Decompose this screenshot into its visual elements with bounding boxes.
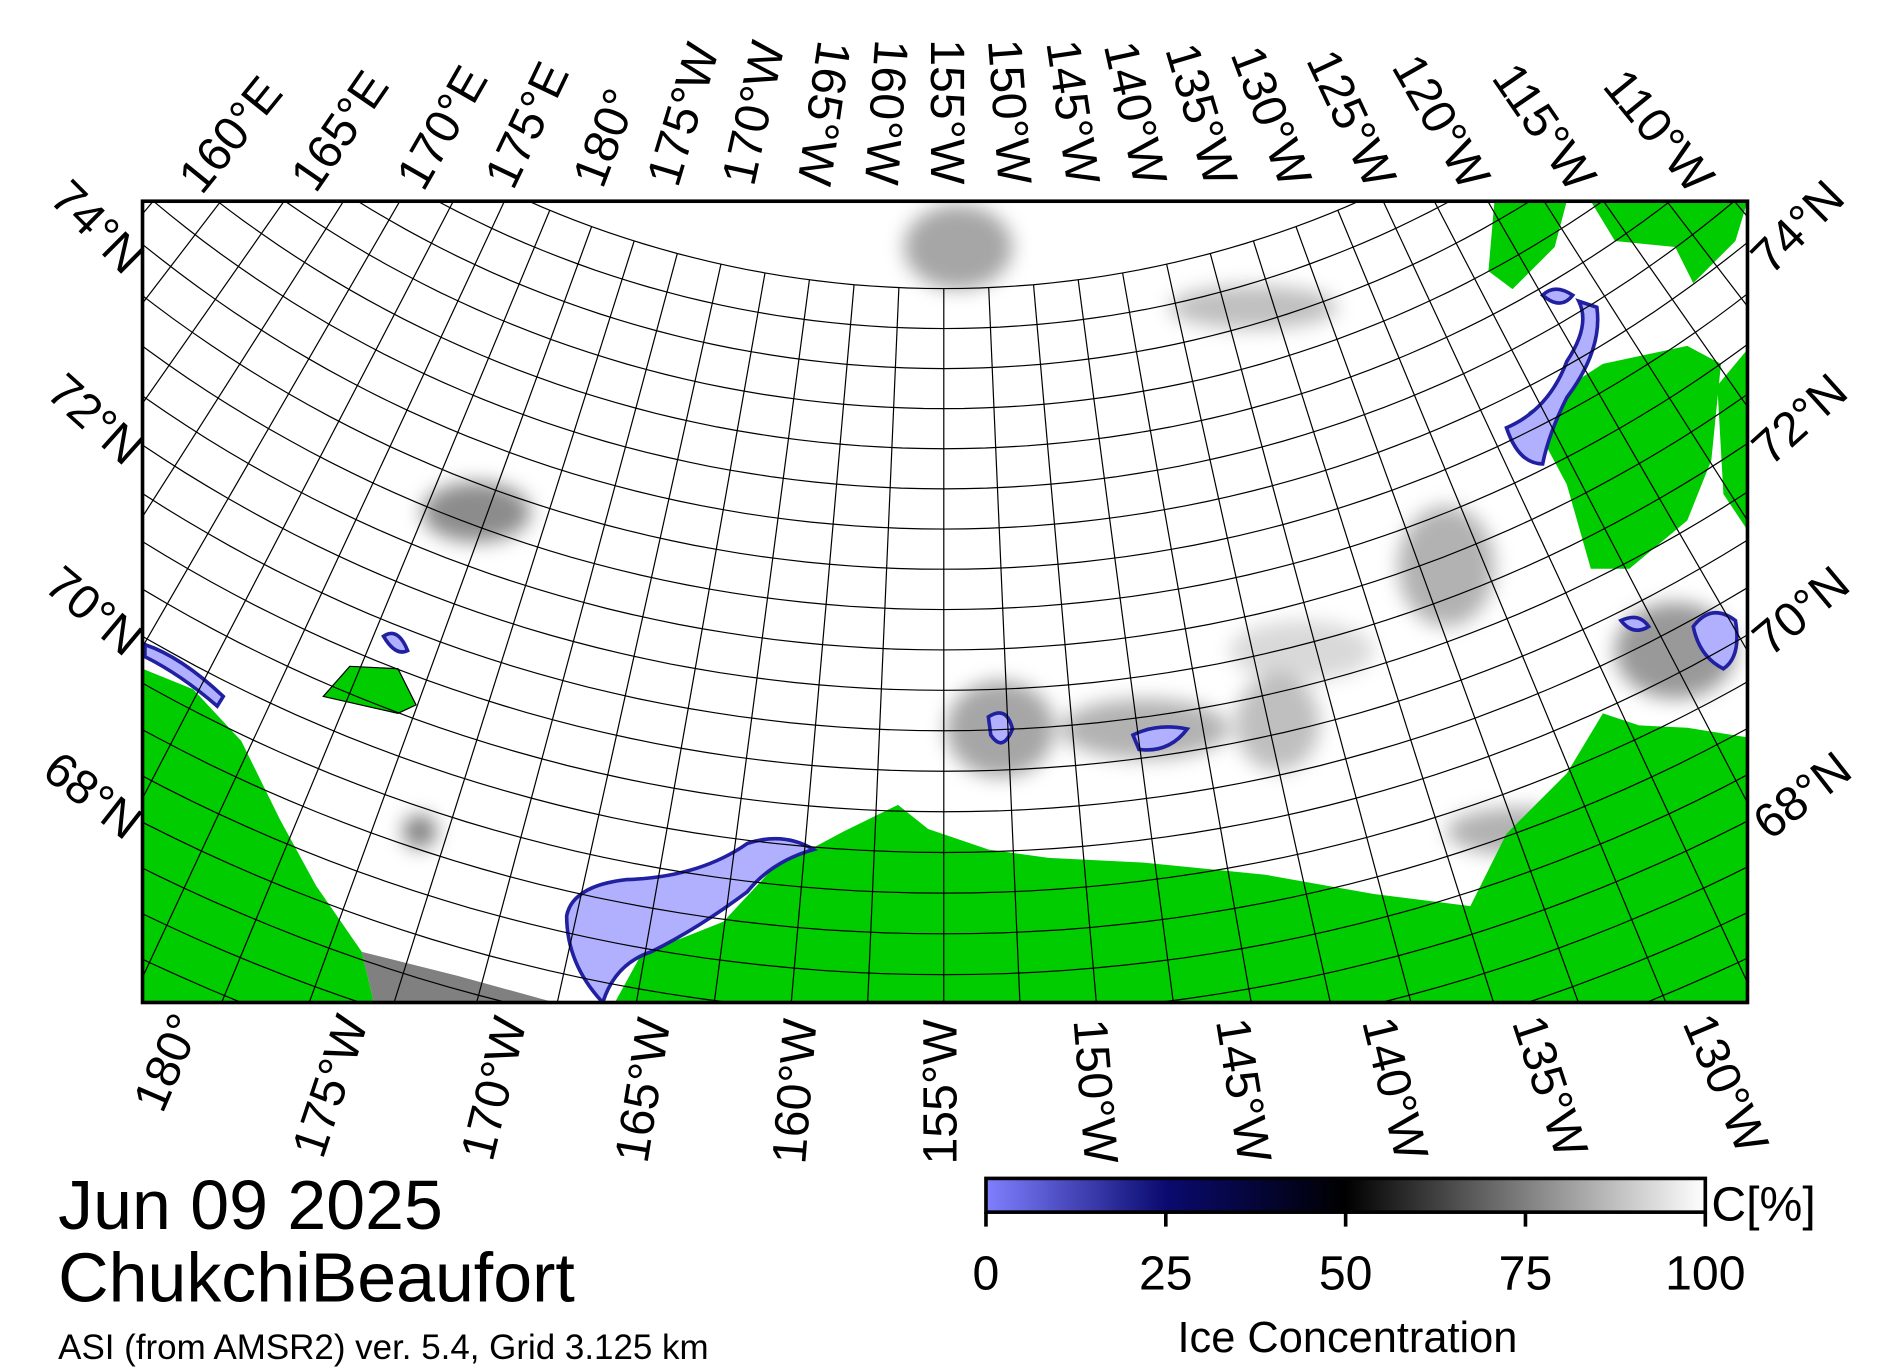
longitude-label: 160°W — [762, 1016, 827, 1165]
longitude-label: 150°W — [1062, 1017, 1128, 1167]
meridian — [393, 240, 635, 1003]
meridian — [1077, 279, 1174, 1003]
longitude-label: 155°W — [920, 39, 974, 185]
longitude-label: 140°W — [1351, 1012, 1438, 1166]
longitude-label: 175°W — [282, 1008, 379, 1163]
longitude-label: 180° — [123, 1006, 212, 1119]
colorbar-tick-label: 50 — [1319, 1246, 1373, 1300]
meridian — [1487, 201, 1748, 653]
colorbar-unit: C[%] — [1711, 1178, 1815, 1232]
meridian — [1602, 201, 1748, 408]
meridian — [220, 209, 551, 1003]
meridian — [1666, 201, 1748, 308]
meridian — [713, 279, 810, 1003]
colorbar-tick-label: 25 — [1139, 1246, 1193, 1300]
longitude-label: 155°W — [914, 1019, 968, 1165]
meridian — [475, 253, 678, 1003]
meridian — [0, 0, 155, 600]
colorbar-tick-label: 0 — [973, 1246, 1000, 1300]
meridian — [1337, 209, 1667, 1003]
latitude-label: 72°N — [37, 363, 153, 475]
map-frame — [140, 199, 1750, 1005]
meridian — [1835, 0, 1890, 302]
region-title: ChukchiBeaufort — [58, 1238, 575, 1316]
longitude-label: 110°W — [1593, 59, 1725, 203]
longitude-label: 115°W — [1482, 53, 1607, 201]
meridian — [1543, 201, 1748, 522]
meridian — [0, 0, 52, 302]
latitude-label: 72°N — [1742, 363, 1858, 475]
longitude-label: 130°W — [1672, 1006, 1779, 1161]
source-note: ASI (from AMSR2) ver. 5.4, Grid 3.125 km — [58, 1328, 708, 1367]
meridian — [142, 201, 454, 800]
land — [142, 201, 1748, 1003]
colorbar-tick-label: 100 — [1665, 1246, 1745, 1300]
meridian — [556, 264, 722, 1003]
meridian — [142, 201, 345, 518]
meridian — [1433, 201, 1748, 805]
longitude-label: 165°W — [786, 37, 860, 189]
meridian — [142, 201, 401, 649]
meridian — [1295, 226, 1580, 1003]
meridian — [1733, 0, 1890, 600]
colorbar-tick-label: 75 — [1499, 1246, 1553, 1300]
longitude-label: 135°W — [1501, 1009, 1598, 1164]
meridian — [988, 287, 1021, 1003]
latitude-label: 70°N — [1742, 556, 1859, 667]
longitude-label: 160°E — [168, 67, 293, 203]
meridian — [142, 201, 506, 979]
meridian — [142, 201, 222, 305]
latitude-label: 74°N — [40, 170, 154, 284]
meridian — [1166, 264, 1331, 1003]
longitude-label: 145°W — [1205, 1014, 1282, 1166]
meridian — [635, 272, 766, 1003]
meridian — [1032, 284, 1097, 1003]
latitude-label: 68°N — [33, 741, 151, 850]
colorbar: C[%] Ice Concentration 0 25 50 75 100 — [973, 1176, 1816, 1362]
parallel — [527, 201, 1361, 290]
longitude-label: 165°E — [280, 62, 399, 201]
meridian — [142, 201, 285, 405]
colorbar-title: Ice Concentration — [1178, 1314, 1518, 1362]
land-shelf — [361, 951, 555, 1003]
longitude-label: 165°W — [605, 1014, 682, 1166]
meridian — [1209, 253, 1412, 1003]
meridian — [790, 284, 855, 1003]
longitude-label: 160°W — [854, 38, 918, 187]
longitude-label: 170°W — [451, 1011, 538, 1165]
meridian — [308, 226, 593, 1003]
latitude-label: 68°N — [1743, 741, 1861, 850]
ice-edges — [143, 287, 1739, 1003]
meridian — [1121, 272, 1252, 1003]
latitude-label: 74°N — [1741, 170, 1855, 284]
colorbar-scale — [984, 1176, 1708, 1214]
latitude-label: 70°N — [35, 556, 152, 667]
meridian — [1382, 201, 1748, 984]
meridian — [1252, 240, 1495, 1003]
meridian — [867, 287, 900, 1003]
date-title: Jun 09 2025 — [58, 1166, 443, 1244]
longitude-label: 150°W — [977, 37, 1041, 186]
